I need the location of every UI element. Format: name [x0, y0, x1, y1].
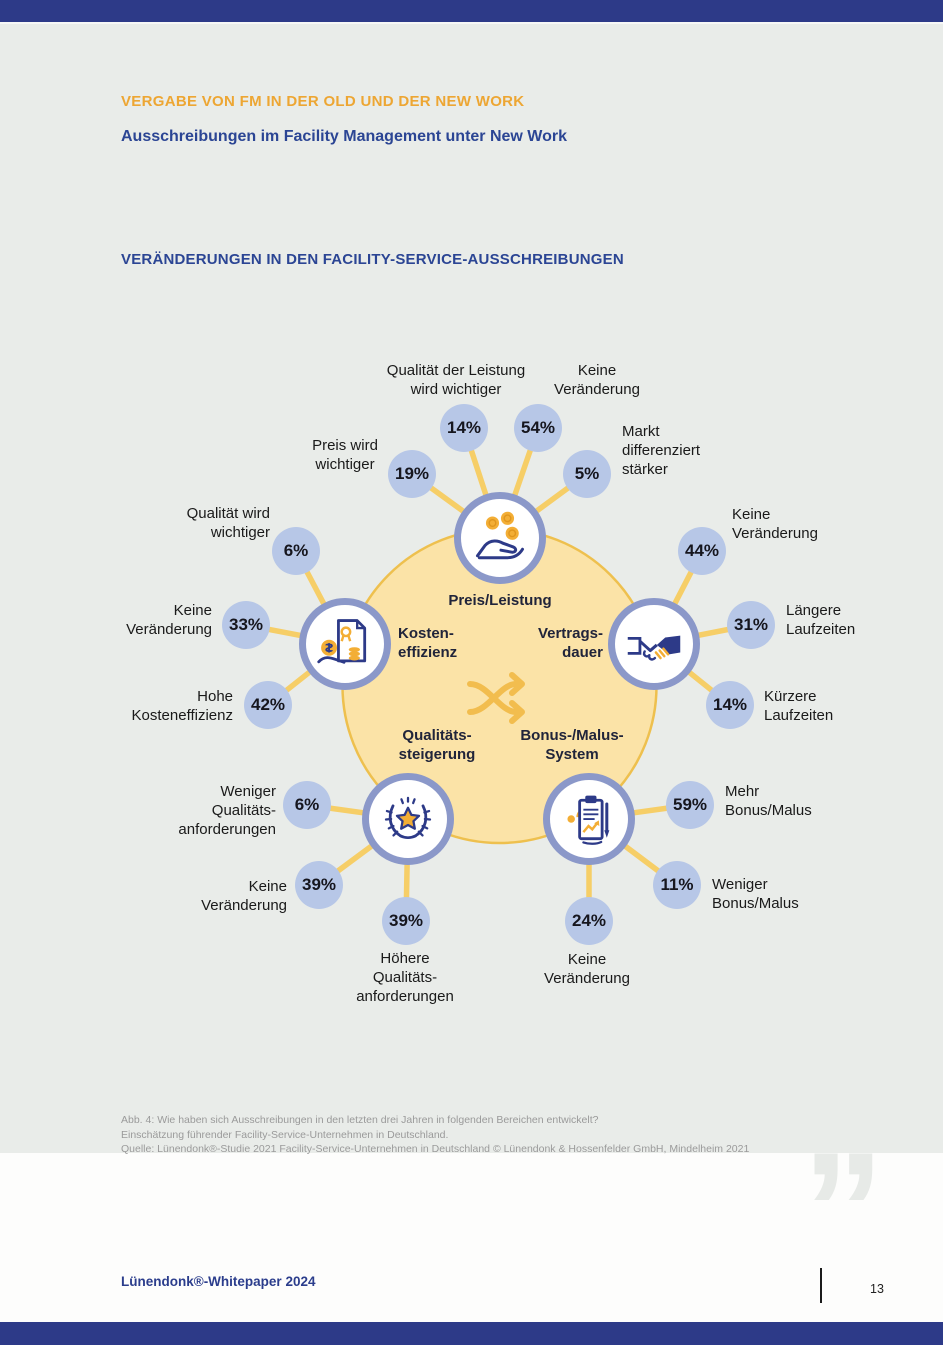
- value-badge: 19%: [388, 450, 436, 498]
- page-title: Ausschreibungen im Facility Management u…: [121, 128, 568, 145]
- category-label-bonus-malus: Bonus-/Malus- System: [520, 727, 624, 763]
- section-title: VERÄNDERUNGEN IN DEN FACILITY-SERVICE-AU…: [121, 251, 624, 268]
- handshake-icon: [627, 635, 681, 661]
- caption-line: Quelle: Lünendonk®-Studie 2021 Facility-…: [121, 1143, 750, 1156]
- category-node-preis-leistung: [454, 492, 546, 584]
- item-label: Mehr Bonus/Malus: [725, 783, 812, 819]
- quote-mark-icon: ”: [802, 1118, 884, 1302]
- clipboard-pen-icon: [567, 795, 610, 845]
- value-badge: 24%: [565, 897, 613, 945]
- item-label: Preis wird wichtiger: [312, 437, 378, 473]
- value-badge: 14%: [706, 681, 754, 729]
- category-node-kosteneffizienz: [299, 598, 391, 690]
- footer-divider: [820, 1268, 822, 1303]
- page-number: 13: [870, 1282, 884, 1296]
- footer-brand: Lünendonk®-Whitepaper 2024: [121, 1274, 316, 1289]
- item-label: Höhere Qualitäts- anforderungen: [356, 950, 454, 1005]
- value-badge: 31%: [727, 601, 775, 649]
- category-label-preis-leistung: Preis/Leistung: [448, 592, 552, 609]
- value-badge: 39%: [382, 897, 430, 945]
- value-badge: 5%: [563, 450, 611, 498]
- top-border-bar: [0, 0, 943, 24]
- item-label: Weniger Qualitäts- anforderungen: [178, 783, 276, 838]
- item-label: Weniger Bonus/Malus: [712, 876, 799, 912]
- hand-coins-icon: [476, 511, 524, 560]
- value-badge: 54%: [514, 404, 562, 452]
- value-badge: 33%: [222, 601, 270, 649]
- category-label-vertragsdauer: Vertrags- dauer: [537, 625, 603, 661]
- category-node-vertragsdauer: [608, 598, 700, 690]
- shuffle-icon: [467, 672, 525, 724]
- item-label: Qualität wird wichtiger: [186, 505, 270, 541]
- caption-line: Einschätzung führender Facility-Service-…: [121, 1128, 449, 1141]
- category-label-kosteneffizienz: Kosten- effizienz: [398, 625, 458, 661]
- item-label: Keine Veränderung: [544, 951, 630, 987]
- value-badge: 6%: [283, 781, 331, 829]
- item-label: Kürzere Laufzeiten: [764, 688, 834, 724]
- category-label-qualitaetssteigerung: Qualitäts- steigerung: [398, 727, 476, 763]
- category-node-bonus-malus: [543, 773, 635, 865]
- caption-line: Abb. 4: Wie haben sich Ausschreibungen i…: [121, 1114, 599, 1126]
- value-badge: 11%: [653, 861, 701, 909]
- item-label: Hohe Kosteneffizienz: [131, 688, 233, 724]
- bottom-border-bar: [0, 1322, 943, 1345]
- document-coin-icon: [317, 619, 367, 664]
- value-badge: 59%: [666, 781, 714, 829]
- item-label: Keine Veränderung: [126, 602, 212, 638]
- page-kicker: VERGABE VON FM IN DER OLD UND DER NEW WO…: [121, 93, 525, 110]
- category-node-qualitaetssteigerung: [362, 773, 454, 865]
- item-label: Längere Laufzeiten: [786, 602, 856, 638]
- figure-caption: Abb. 4: Wie haben sich Ausschreibungen i…: [121, 1113, 749, 1157]
- content-area: VERGABE VON FM IN DER OLD UND DER NEW WO…: [0, 24, 943, 1155]
- item-label: Keine Veränderung: [201, 878, 287, 914]
- value-badge: 39%: [295, 861, 343, 909]
- item-label: Keine Veränderung: [732, 506, 818, 542]
- value-badge: 44%: [678, 527, 726, 575]
- value-badge: 14%: [440, 404, 488, 452]
- item-label: Keine Veränderung: [554, 362, 640, 398]
- value-badge: 42%: [244, 681, 292, 729]
- value-badge: 6%: [272, 527, 320, 575]
- laurel-star-icon: [384, 796, 432, 840]
- item-label: Qualität der Leistung wird wichtiger: [386, 362, 526, 398]
- item-label: Markt differenziert stärker: [622, 423, 701, 478]
